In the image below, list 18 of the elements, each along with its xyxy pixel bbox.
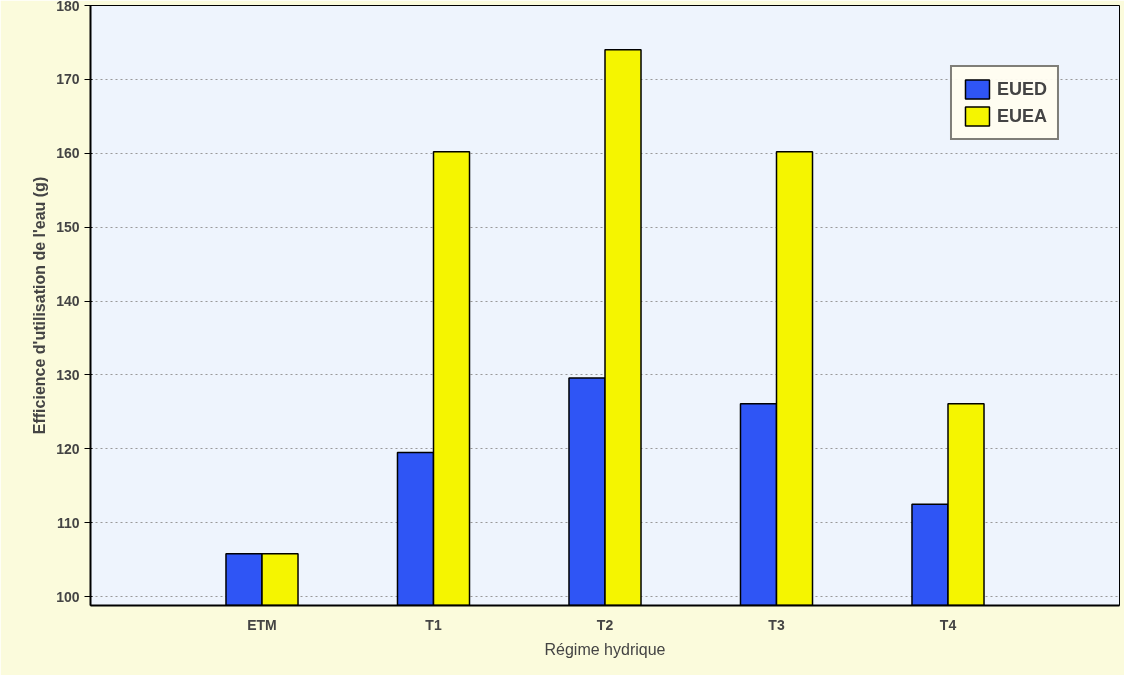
y-tick-label: 110 (56, 514, 80, 531)
y-tick-label: 120 (56, 440, 80, 457)
x-tick-label: T1 (425, 616, 442, 633)
y-tick-label: 180 (56, 0, 80, 14)
y-tick-label: 140 (56, 293, 80, 310)
legend-label: EUED (996, 78, 1047, 100)
x-tick-label: T2 (596, 616, 614, 633)
y-tick-label: 100 (56, 588, 80, 605)
legend-label: EUEA (996, 105, 1047, 127)
y-tick-label: 130 (56, 366, 80, 383)
y-tick-label: 160 (56, 145, 80, 162)
x-tick-label: T4 (939, 616, 957, 633)
y-axis-title: Efficience d'utilisation de l'eau (g) (31, 176, 49, 435)
y-tick-label: 150 (56, 219, 80, 236)
x-tick-label: ETM (247, 616, 277, 633)
x-tick-label: T3 (768, 616, 785, 633)
y-tick-label: 170 (56, 71, 80, 88)
x-axis-title: Régime hydrique (544, 640, 666, 658)
